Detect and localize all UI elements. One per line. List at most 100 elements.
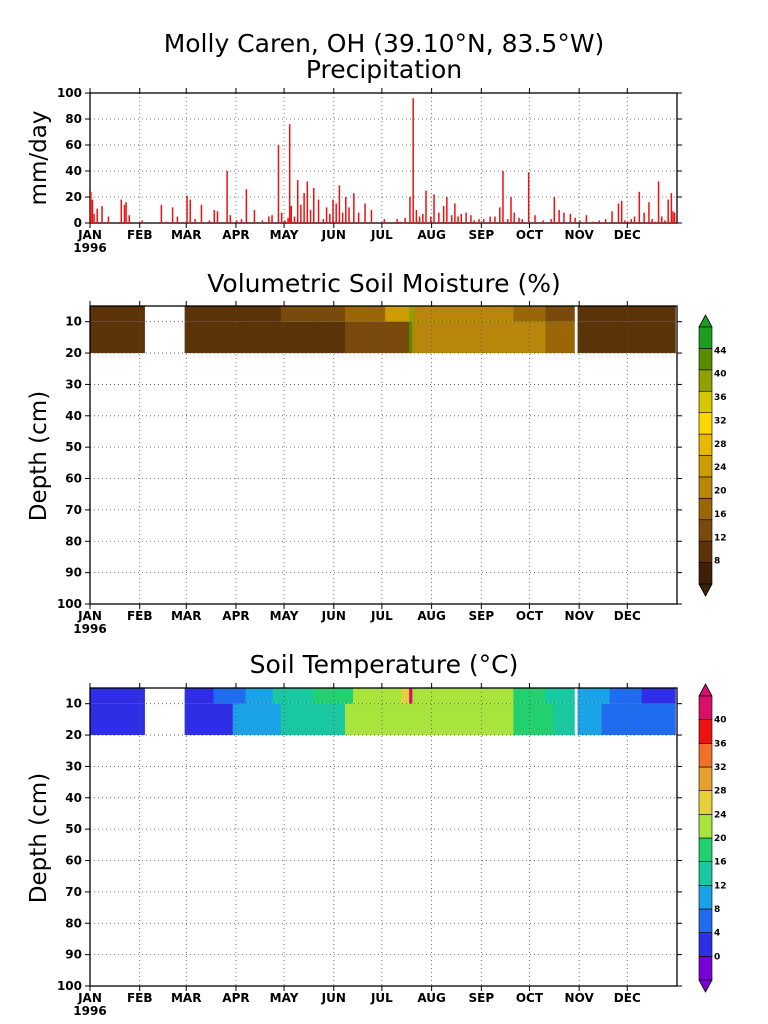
precipitation-bar xyxy=(322,219,325,223)
soil-moisture-ytick-label: 40 xyxy=(65,409,82,423)
soil-moisture-month-label: AUG xyxy=(417,609,446,623)
precipitation-month-label: DEC xyxy=(614,228,641,242)
soil-temperature-colorbar-label: 20 xyxy=(714,834,727,844)
precipitation-bar xyxy=(303,193,305,223)
soil-temperature-colorbar-bottom-arrow xyxy=(698,979,713,993)
precipitation-bar xyxy=(141,220,143,223)
precipitation-bar xyxy=(296,180,299,223)
precipitation-bar xyxy=(527,172,530,223)
soil-temperature-colorbar-swatch xyxy=(698,837,713,862)
soil-moisture-cell xyxy=(385,306,410,322)
precipitation-bar xyxy=(253,210,256,223)
precipitation-bar xyxy=(171,207,174,223)
precipitation-bar xyxy=(624,220,626,223)
soil-moisture-colorbar-swatch xyxy=(698,326,713,349)
soil-moisture-ytick-label: 70 xyxy=(65,503,82,517)
precipitation-bar xyxy=(672,211,674,223)
precipitation-bar xyxy=(553,197,556,223)
precipitation-bar xyxy=(569,213,572,223)
soil-temperature-cell xyxy=(345,703,410,736)
precipitation-bar xyxy=(229,215,232,223)
precipitation-bar xyxy=(422,213,424,223)
soil-moisture-cell xyxy=(312,306,346,322)
precipitation-bar xyxy=(482,219,485,223)
soil-moisture-ytick-label: 50 xyxy=(65,440,82,454)
soil-temperature-cell xyxy=(213,688,246,704)
soil-moisture-cell xyxy=(90,321,145,354)
precipitation-bar xyxy=(478,219,480,223)
soil-moisture-colorbar-label: 20 xyxy=(714,487,727,497)
precipitation-month-label: OCT xyxy=(516,228,544,242)
soil-temperature-colorbar-swatch xyxy=(698,861,713,886)
soil-temperature-colorbar-swatch xyxy=(698,885,713,910)
soil-moisture-colorbar-bottom-arrow xyxy=(698,583,713,597)
soil-moisture-colorbar-swatch xyxy=(698,562,713,585)
precipitation-bar xyxy=(226,171,228,223)
soil-moisture-colorbar-swatch xyxy=(698,519,713,542)
soil-temperature-cell xyxy=(409,688,413,704)
precipitation-bar xyxy=(450,215,453,223)
soil-temperature-cell xyxy=(90,688,145,704)
soil-temperature-cell xyxy=(184,703,234,736)
soil-temperature-cell xyxy=(609,688,643,704)
soil-temperature-month-label: APR xyxy=(222,991,249,1005)
soil-temperature-year-label: 1996 xyxy=(73,1004,106,1018)
soil-temperature-cell xyxy=(545,688,575,704)
soil-moisture-colorbar-swatch xyxy=(698,476,713,499)
soil-temperature-cell xyxy=(312,688,354,704)
soil-temperature-colorbar-swatch xyxy=(698,908,713,933)
soil-moisture-title: Volumetric Soil Moisture (%) xyxy=(207,269,561,298)
soil-temperature-colorbar-label: 4 xyxy=(714,929,720,939)
precipitation-bar xyxy=(418,216,421,223)
precipitation-bar xyxy=(550,219,552,223)
soil-temperature-ytick-label: 10 xyxy=(65,697,82,711)
precipitation-bar xyxy=(502,171,504,223)
precipitation-bar xyxy=(341,212,344,223)
precipitation-bar xyxy=(306,181,309,223)
precipitation-ytick-label: 80 xyxy=(65,112,82,126)
soil-moisture-cell xyxy=(577,321,619,354)
soil-temperature-title: Soil Temperature (°C) xyxy=(250,650,519,679)
precipitation-bar xyxy=(240,219,243,223)
precipitation-bar xyxy=(160,204,163,223)
precipitation-bar xyxy=(268,216,270,223)
precipitation-bar xyxy=(664,220,666,223)
soil-moisture-frame xyxy=(89,305,678,605)
soil-moisture-cell xyxy=(513,306,546,322)
precipitation-bar xyxy=(465,212,467,223)
soil-moisture-month-label: SEP xyxy=(469,609,495,623)
precipitation-bar xyxy=(409,197,411,223)
soil-moisture-year-label: 1996 xyxy=(73,622,106,636)
soil-moisture-cell xyxy=(409,321,413,354)
precipitation-bar xyxy=(460,213,463,223)
soil-moisture-ytick-label: 100 xyxy=(57,597,82,611)
soil-temperature-month-label: MAR xyxy=(171,991,201,1005)
precipitation-bar xyxy=(290,206,293,223)
precipitation-bar xyxy=(213,210,216,223)
soil-moisture-cell xyxy=(617,306,676,322)
figure-title: Molly Caren, OH (39.10°N, 83.5°W) xyxy=(164,29,605,58)
precipitation-ytick-label: 20 xyxy=(65,190,82,204)
soil-moisture-ytick-label: 60 xyxy=(65,472,82,486)
precipitation-bar xyxy=(648,202,650,223)
precipitation-bar xyxy=(325,207,328,223)
precipitation-month-label: AUG xyxy=(417,228,446,242)
soil-temperature-ytick-label: 100 xyxy=(57,979,82,993)
soil-moisture-month-label: JUL xyxy=(370,609,393,623)
soil-moisture-ytick-label: 20 xyxy=(65,346,82,360)
precipitation-bar xyxy=(489,216,491,223)
precipitation-bar xyxy=(592,221,594,223)
precipitation-bar xyxy=(425,190,427,223)
precipitation-month-label: SEP xyxy=(469,228,495,242)
precipitation-bar xyxy=(657,181,660,223)
precipitation-bar xyxy=(667,199,669,223)
precipitation-bar xyxy=(470,215,472,223)
soil-moisture-ylabel: Depth (cm) xyxy=(26,391,52,521)
soil-temperature-ytick-label: 20 xyxy=(65,728,82,742)
precipitation-year-label: 1996 xyxy=(73,241,106,255)
precipitation-bar xyxy=(630,219,633,223)
soil-moisture-colorbar-label: 28 xyxy=(714,440,727,450)
precipitation-bar xyxy=(364,203,366,223)
soil-temperature-cell xyxy=(245,688,274,704)
